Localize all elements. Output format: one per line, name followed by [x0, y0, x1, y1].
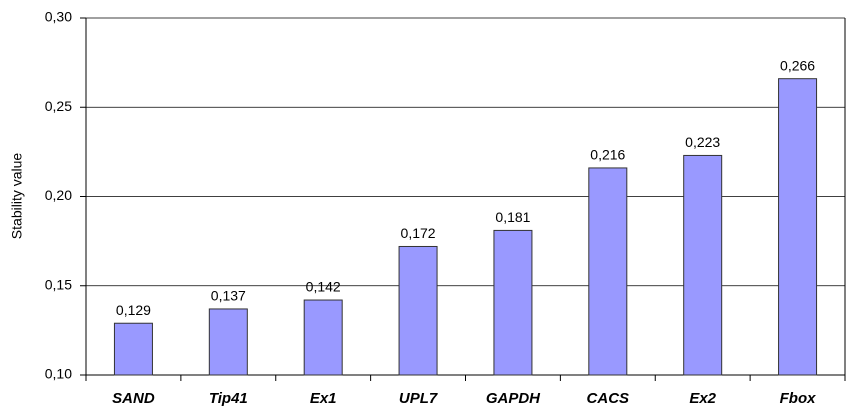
data-label: 0,142 — [306, 279, 341, 295]
x-tick-label: CACS — [587, 390, 630, 407]
x-tick-label: Fbox — [780, 390, 816, 407]
y-tick-label: 0,15 — [45, 276, 72, 292]
y-tick-label: 0,30 — [45, 9, 72, 25]
data-label: 0,216 — [590, 147, 625, 163]
bar — [113, 322, 153, 376]
bar — [398, 245, 438, 376]
x-tick-label: UPL7 — [399, 390, 438, 407]
bar — [588, 167, 628, 376]
x-tick-label: Ex1 — [310, 390, 337, 407]
x-tick-label: GAPDH — [486, 390, 541, 407]
y-tick-label: 0,10 — [45, 366, 72, 382]
x-tick-label: Tip41 — [209, 390, 248, 407]
y-tick-label: 0,25 — [45, 98, 72, 114]
bar — [683, 154, 723, 376]
data-label: 0,266 — [780, 57, 815, 73]
data-label: 0,223 — [685, 134, 720, 150]
data-label: 0,137 — [211, 288, 246, 304]
data-label: 0,181 — [495, 209, 530, 225]
x-tick-label: Ex2 — [689, 390, 716, 407]
bar — [778, 78, 818, 376]
y-tick-label: 0,20 — [45, 187, 72, 203]
x-tick-label: SAND — [112, 390, 155, 407]
bar — [493, 229, 533, 376]
bar — [303, 299, 343, 376]
data-label: 0,172 — [401, 225, 436, 241]
y-axis-title: Stability value — [9, 153, 25, 240]
data-label: 0,129 — [116, 302, 151, 318]
bar — [208, 308, 248, 376]
